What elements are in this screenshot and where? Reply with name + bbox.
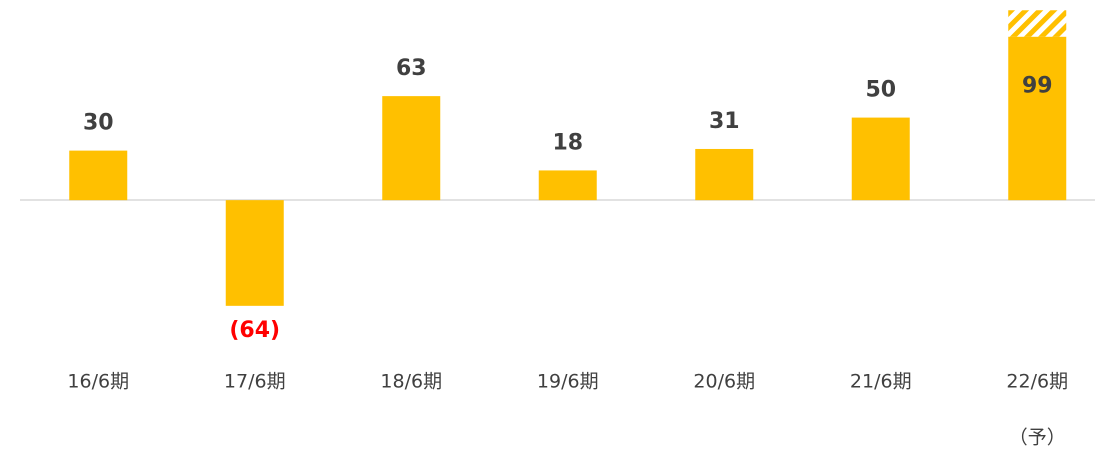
x-tick-label: 21/6期 (850, 371, 912, 393)
forecast-bar-segment (1008, 10, 1067, 37)
annotation: （予） (1009, 427, 1066, 449)
bar (1008, 36, 1067, 201)
bar (695, 148, 754, 201)
data-label: 50 (865, 78, 896, 103)
data-label: 30 (83, 111, 114, 136)
data-label: 18 (552, 130, 583, 155)
x-tick-label: 22/6期 (1006, 371, 1068, 393)
x-tick-label: 17/6期 (224, 371, 286, 393)
bar (851, 117, 910, 201)
bar (538, 170, 597, 201)
data-label: 99 (1022, 74, 1053, 99)
data-label: 31 (709, 109, 740, 134)
data-label: 63 (396, 56, 427, 81)
x-tick-label: 20/6期 (693, 371, 755, 393)
bar (225, 200, 284, 306)
x-tick-label: 19/6期 (537, 371, 599, 393)
bar (382, 96, 441, 201)
x-tick-label: 18/6期 (380, 371, 442, 393)
bar (69, 150, 128, 201)
data-label: (64) (229, 318, 280, 343)
x-tick-label: 16/6期 (67, 371, 129, 393)
